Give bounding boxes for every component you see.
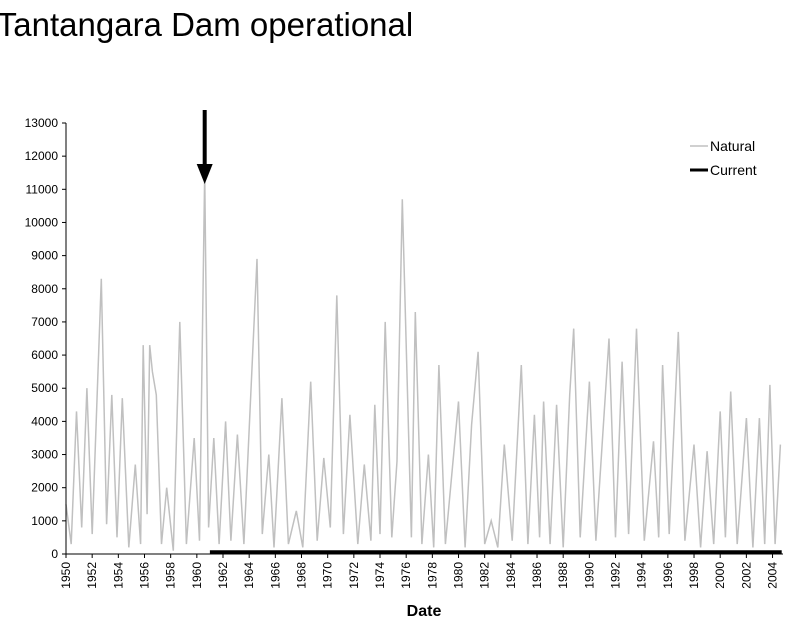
- x-tick-label: 1980: [452, 562, 466, 589]
- y-tick-label: 2000: [31, 481, 58, 495]
- x-tick-label: 1996: [661, 562, 675, 589]
- x-tick-label: 1964: [242, 562, 256, 589]
- line-series: [65, 172, 782, 551]
- x-tick-label: 2002: [739, 562, 753, 589]
- y-tick-label: 3000: [31, 448, 58, 462]
- y-tick-label: 5000: [31, 381, 58, 395]
- y-tick-label: 12000: [25, 149, 59, 163]
- x-tick-label: 1984: [504, 562, 518, 589]
- x-tick-label: 1956: [138, 562, 152, 589]
- annotation-arrowhead: [196, 164, 213, 184]
- x-tick-label: 1970: [321, 562, 335, 589]
- x-tick-label: 1950: [59, 562, 73, 589]
- x-tick-label: 1986: [530, 562, 544, 589]
- y-tick-label: 7000: [31, 315, 58, 329]
- y-tick-label: 8000: [31, 282, 58, 296]
- x-tick-label: 1966: [268, 562, 282, 589]
- x-tick-label: 1998: [687, 562, 701, 589]
- x-tick-label: 1976: [399, 562, 413, 589]
- x-tick-label: 1962: [216, 562, 230, 589]
- x-tick-label: 1958: [164, 562, 178, 589]
- legend-label: Natural: [710, 138, 755, 154]
- x-tick-label: 2004: [766, 562, 780, 589]
- x-tick-label: 1994: [635, 562, 649, 589]
- annotation: Tantangara Dam operational: [0, 6, 413, 43]
- x-tick-label: 1954: [111, 562, 125, 589]
- x-tick-label: 1972: [347, 562, 361, 589]
- x-tick-label: 1990: [582, 562, 596, 589]
- x-tick-label: 1988: [556, 562, 570, 589]
- y-tick-label: 4000: [31, 414, 58, 428]
- y-tick-label: 0: [51, 547, 58, 561]
- x-tick-label: 1960: [190, 562, 204, 589]
- x-tick-label: 2000: [713, 562, 727, 589]
- x-tick-label: 1978: [425, 562, 439, 589]
- y-tick-label: 6000: [31, 348, 58, 362]
- x-tick-label: 1992: [609, 562, 623, 589]
- x-tick-label: 1968: [295, 562, 309, 589]
- y-tick-label: 9000: [31, 249, 58, 263]
- y-tick-label: 1000: [31, 514, 58, 528]
- x-axis-label: Date: [407, 603, 442, 620]
- y-tick-label: 13000: [25, 116, 59, 130]
- x-tick-label: 1982: [478, 562, 492, 589]
- y-tick-label: 11000: [26, 182, 59, 196]
- y-tick-label: 10000: [25, 215, 59, 229]
- x-tick-label: 1974: [373, 562, 387, 589]
- x-tick-label: 1952: [85, 562, 99, 589]
- legend-label: Current: [710, 162, 757, 178]
